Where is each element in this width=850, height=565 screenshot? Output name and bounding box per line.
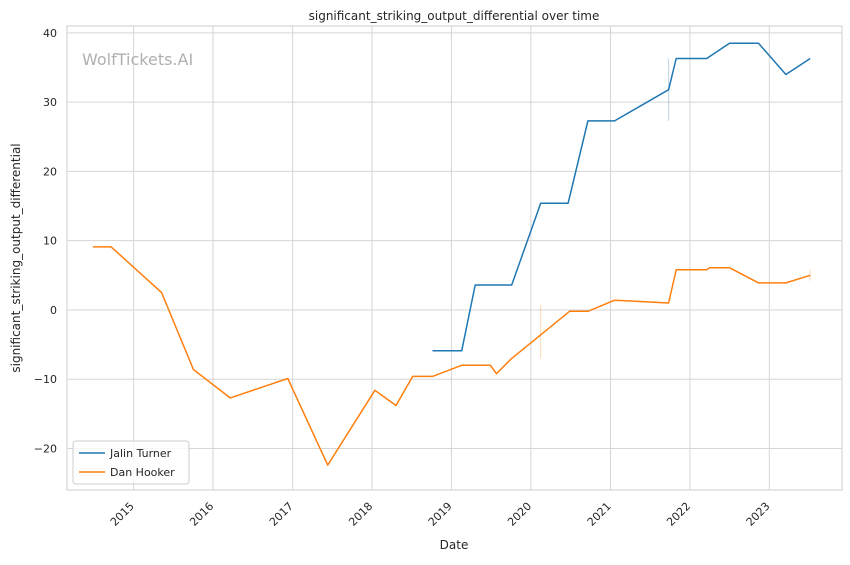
y-axis-label: significant_striking_output_differential xyxy=(9,143,23,372)
legend-label-jalin-turner: Jalin Turner xyxy=(109,447,172,460)
x-ticks: 2015 2016 2017 2018 2019 2020 2021 2022 2023 xyxy=(108,500,773,529)
legend-label-dan-hooker: Dan Hooker xyxy=(110,466,175,479)
watermark: WolfTickets.AI xyxy=(82,50,193,69)
y-tick-label: −10 xyxy=(34,373,57,386)
x-tick-label: 2021 xyxy=(585,500,614,529)
x-tick-label: 2018 xyxy=(346,500,375,529)
y-tick-label: 30 xyxy=(43,96,57,109)
x-tick-label: 2019 xyxy=(426,500,455,529)
legend: Jalin Turner Dan Hooker xyxy=(72,440,190,485)
y-tick-label: −20 xyxy=(34,442,57,455)
series-lines xyxy=(92,42,811,466)
series-line-jalin-turner xyxy=(432,42,811,352)
grid xyxy=(67,26,842,490)
y-tick-label: 10 xyxy=(43,235,57,248)
x-tick-label: 2017 xyxy=(267,500,296,529)
x-axis-label: Date xyxy=(440,538,469,552)
legend-box xyxy=(72,440,190,485)
y-ticks: −20 −10 0 10 20 30 40 xyxy=(34,27,57,456)
x-tick-label: 2016 xyxy=(187,500,216,529)
y-tick-label: 40 xyxy=(43,27,57,40)
y-tick-label: 0 xyxy=(50,304,57,317)
plot-area xyxy=(66,25,843,491)
x-tick-label: 2015 xyxy=(108,500,137,529)
series-line-dan-hooker xyxy=(92,246,811,466)
chart-title: significant_striking_output_differential… xyxy=(309,9,600,23)
x-tick-label: 2020 xyxy=(505,500,534,529)
x-tick-label: 2022 xyxy=(664,500,693,529)
y-tick-label: 20 xyxy=(43,165,57,178)
x-tick-label: 2023 xyxy=(744,500,773,529)
